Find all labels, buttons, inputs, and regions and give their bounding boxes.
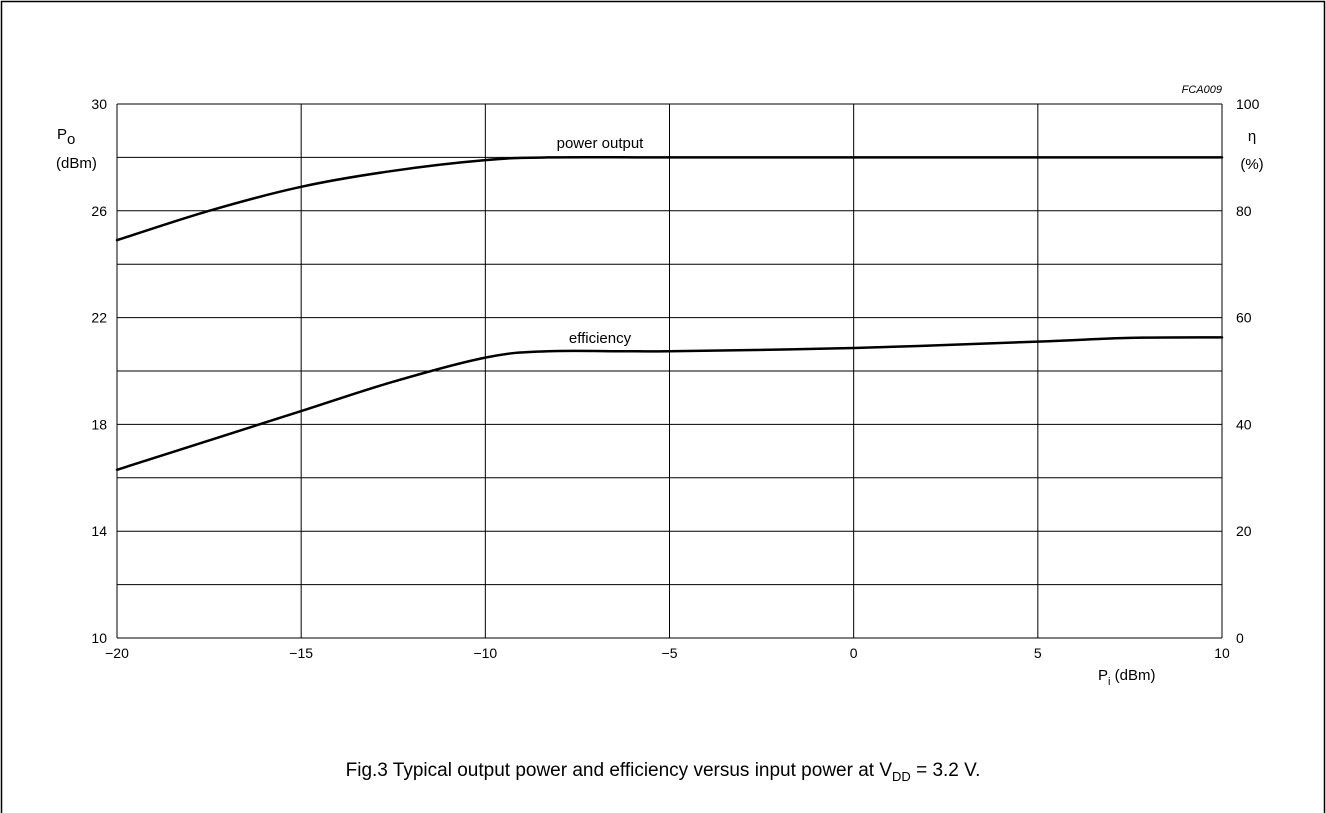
caption-prefix: Fig.3 Typical output power and efficienc…: [346, 760, 893, 781]
y2-tick-label: 20: [1236, 523, 1252, 539]
left-axis-symbol: P: [57, 126, 67, 143]
x-tick-label: −5: [662, 645, 678, 661]
figure-code: FCA009: [1182, 84, 1222, 96]
y2-tick-label: 40: [1236, 416, 1252, 432]
y-tick-label: 26: [91, 203, 107, 219]
caption-subscript: DD: [892, 769, 911, 784]
grid-lines: [117, 104, 1222, 638]
right-axis-symbol: η: [1248, 128, 1256, 145]
y-tick-label: 22: [91, 310, 107, 326]
x-tick-label: −15: [289, 645, 313, 661]
tick-labels: −20 −15 −10 −5 0 5 10 10 14 18 22 26 30 0 20 40 60 80 100: [91, 96, 1259, 661]
y-tick-label: 30: [91, 96, 107, 112]
x-tick-label: 5: [1034, 645, 1042, 661]
bottom-axis-unit: (dBm): [1110, 667, 1155, 684]
y2-tick-label: 100: [1236, 96, 1260, 112]
y2-tick-label: 0: [1236, 630, 1244, 646]
x-tick-label: −20: [105, 645, 129, 661]
right-axis-unit: (%): [1240, 156, 1263, 173]
figure-caption: Fig.3 Typical output power and efficienc…: [346, 760, 981, 784]
y-tick-label: 10: [91, 630, 107, 646]
bottom-axis-symbol: P: [1098, 667, 1108, 684]
y2-tick-label: 80: [1236, 203, 1252, 219]
bottom-axis-label: Pi (dBm): [1098, 667, 1155, 688]
x-tick-label: −10: [473, 645, 497, 661]
left-axis-unit: (dBm): [56, 155, 97, 172]
caption-suffix: = 3.2 V.: [911, 760, 981, 781]
left-axis-subscript: o: [67, 131, 75, 148]
series-label-efficiency: efficiency: [569, 330, 632, 347]
y-tick-label: 18: [91, 416, 107, 432]
x-tick-label: 10: [1214, 645, 1230, 661]
y-tick-label: 14: [91, 523, 107, 539]
y2-tick-label: 60: [1236, 310, 1252, 326]
x-tick-label: 0: [850, 645, 858, 661]
series-label-power-output: power output: [557, 135, 645, 152]
